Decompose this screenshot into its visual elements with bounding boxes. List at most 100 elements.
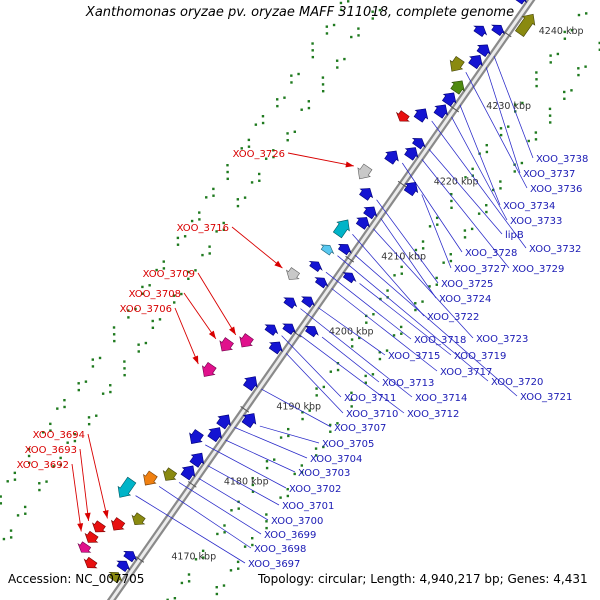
gene-arrow[interactable] xyxy=(433,104,448,119)
gene-label[interactable]: XOO_3704 xyxy=(310,454,362,465)
gene-arrow[interactable] xyxy=(216,414,231,430)
gene-arrow[interactable] xyxy=(301,296,315,308)
gene-arrow[interactable] xyxy=(404,147,419,161)
gene-label[interactable]: XOO_3729 xyxy=(512,264,564,275)
gene-arrow[interactable] xyxy=(359,188,374,201)
gene-arrow[interactable] xyxy=(264,324,279,336)
gene-arrow[interactable] xyxy=(473,25,488,38)
gene-arrow[interactable] xyxy=(111,517,126,531)
gene-arrow[interactable] xyxy=(441,92,457,107)
gene-label[interactable]: XOO_3737 xyxy=(523,169,575,180)
gene-arrow[interactable] xyxy=(189,429,204,444)
gene-arrow[interactable] xyxy=(304,325,319,338)
gene-arrow[interactable] xyxy=(490,24,505,37)
gene-arrow[interactable] xyxy=(189,452,205,468)
gene-arrow[interactable] xyxy=(514,13,536,38)
gene-arrow[interactable] xyxy=(92,520,106,533)
gene-arrow[interactable] xyxy=(84,530,99,543)
gene-label[interactable]: XOO_3715 xyxy=(388,351,440,362)
gene-arrow[interactable] xyxy=(283,297,298,309)
gene-arrow[interactable] xyxy=(450,80,465,95)
gene-arrow[interactable] xyxy=(241,413,257,429)
gene-label[interactable]: XOO_3712 xyxy=(407,409,459,420)
gene-label[interactable]: XOO_3710 xyxy=(346,409,398,420)
gene-label[interactable]: XOO_3698 xyxy=(254,544,306,555)
gene-arrow[interactable] xyxy=(131,512,146,526)
gene-label[interactable]: XOO_3718 xyxy=(414,335,466,346)
gene-arrow[interactable] xyxy=(108,571,123,584)
gene-arrow[interactable] xyxy=(413,108,429,123)
gene-arrow[interactable] xyxy=(282,323,297,335)
gene-arrow[interactable] xyxy=(363,206,378,220)
gene-label[interactable]: XOO_3724 xyxy=(439,294,491,305)
gene-label[interactable]: lipB xyxy=(505,230,524,241)
gene-label[interactable]: XOO_3713 xyxy=(382,378,434,389)
gene-label[interactable]: XOO_3726 xyxy=(233,149,285,160)
gene-arrow[interactable] xyxy=(355,217,370,230)
gene-label[interactable]: XOO_3733 xyxy=(510,216,562,227)
gene-arrow[interactable] xyxy=(219,337,234,352)
gene-label[interactable]: XOO_3709 xyxy=(143,269,195,280)
gene-arrow[interactable] xyxy=(342,272,357,284)
gene-label[interactable]: XOO_3702 xyxy=(289,484,341,495)
gene-arrow[interactable] xyxy=(468,54,483,70)
gene-arrow[interactable] xyxy=(242,376,258,392)
gene-arrow[interactable] xyxy=(268,341,283,355)
gene-label[interactable]: XOO_3734 xyxy=(503,201,555,212)
gene-arrow[interactable] xyxy=(207,427,222,443)
gene-arrow[interactable] xyxy=(314,277,329,289)
gene-label[interactable]: XOO_3699 xyxy=(264,530,316,541)
gene-arrow[interactable] xyxy=(201,361,217,377)
gene-label[interactable]: XOO_3697 xyxy=(248,559,300,570)
gene-label[interactable]: XOO_3711 xyxy=(344,393,396,404)
gene-label[interactable]: XOO_3736 xyxy=(530,184,582,195)
gene-arrow[interactable] xyxy=(384,150,399,165)
gene-arrow[interactable] xyxy=(320,244,335,256)
label-leader-line xyxy=(281,335,342,398)
gene-arrow[interactable] xyxy=(357,163,373,180)
gene-arrow[interactable] xyxy=(117,476,137,498)
gene-label[interactable]: XOO_3732 xyxy=(529,244,581,255)
gene-label[interactable]: XOO_3721 xyxy=(520,392,572,403)
gene-label[interactable]: XOO_3722 xyxy=(427,312,479,323)
gene-arrow[interactable] xyxy=(337,243,352,256)
gene-arrow[interactable] xyxy=(83,556,98,569)
gene-label[interactable]: XOO_3700 xyxy=(271,516,323,527)
gene-arrow[interactable] xyxy=(449,55,465,72)
gene-label[interactable]: XOO_3738 xyxy=(536,154,588,165)
gene-label[interactable]: XOO_3727 xyxy=(454,264,506,275)
gene-label[interactable]: XOO_3708 xyxy=(129,289,181,300)
gene-label[interactable]: XOO_3714 xyxy=(415,393,467,404)
gene-arrow[interactable] xyxy=(285,267,301,280)
gene-label[interactable]: XOO_3725 xyxy=(441,279,493,290)
gene-arrow[interactable] xyxy=(332,219,350,239)
gene-arrow[interactable] xyxy=(162,467,178,481)
gene-arrow[interactable] xyxy=(77,541,92,553)
gene-label[interactable]: XOO_3703 xyxy=(298,468,350,479)
gene-label[interactable]: XOO_3701 xyxy=(282,501,334,512)
gene-label[interactable]: XOO_3717 xyxy=(440,367,492,378)
gene-arrow[interactable] xyxy=(180,465,196,481)
gene-arrow[interactable] xyxy=(116,560,131,573)
gene-arrow[interactable] xyxy=(143,470,158,486)
gene-label[interactable]: XOO_3720 xyxy=(491,377,543,388)
gene-label[interactable]: XOO_3723 xyxy=(476,334,528,345)
gene-label[interactable]: XOO_3694 xyxy=(33,430,85,441)
gene-arrow[interactable] xyxy=(123,550,138,563)
gene-label[interactable]: XOO_3705 xyxy=(322,439,374,450)
gene-label[interactable]: XOO_3716 xyxy=(177,223,229,234)
gene-arrow[interactable] xyxy=(476,44,491,58)
gene-arrow[interactable] xyxy=(395,110,410,122)
gene-arrow[interactable] xyxy=(514,0,528,5)
gene-label[interactable]: XOO_3692 xyxy=(17,460,69,471)
gene-label[interactable]: XOO_3707 xyxy=(334,423,386,434)
gene-arrow[interactable] xyxy=(308,261,323,273)
gene-label[interactable]: XOO_3719 xyxy=(454,351,506,362)
gene-arrow[interactable] xyxy=(403,181,419,197)
gene-label[interactable]: XOO_3706 xyxy=(120,304,172,315)
gene-label[interactable]: XOO_3728 xyxy=(465,248,517,259)
gene-label[interactable]: XOO_3693 xyxy=(25,445,77,456)
gene-arrow[interactable] xyxy=(411,138,426,150)
gene-arrow[interactable] xyxy=(239,333,254,348)
